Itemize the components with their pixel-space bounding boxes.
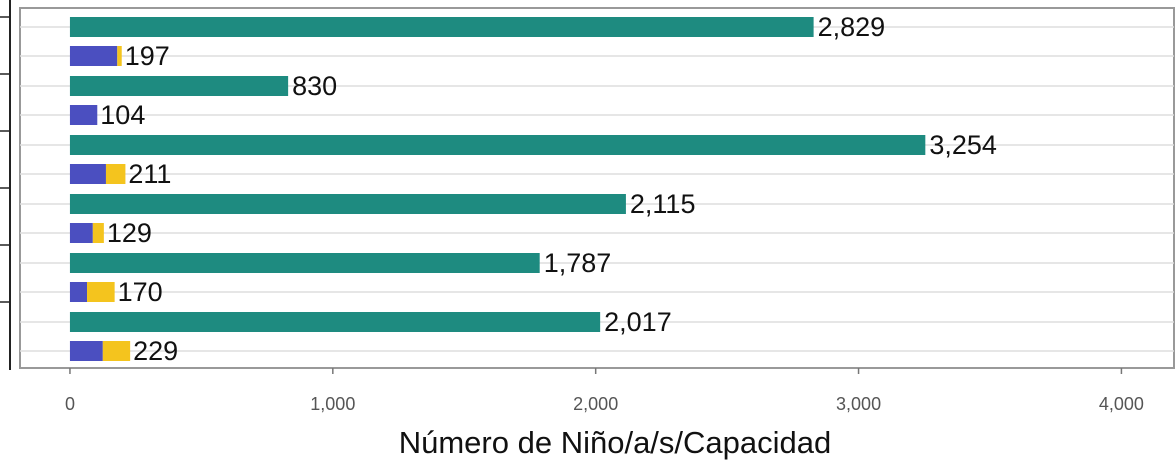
data-label: 2,115 <box>630 189 696 219</box>
stack-segment <box>102 341 131 361</box>
bar <box>69 135 926 155</box>
stack-segment <box>117 46 122 66</box>
stack-segment <box>69 105 98 125</box>
bar <box>69 76 289 96</box>
x-tick-label: 4,000 <box>1099 394 1144 414</box>
x-tick-label: 3,000 <box>836 394 881 414</box>
x-tick-label: 2,000 <box>573 394 618 414</box>
data-label: 1,787 <box>544 248 612 278</box>
x-axis-label: Número de Niño/a/s/Capacidad <box>399 425 832 460</box>
total-label: 104 <box>100 100 145 130</box>
stack-segment <box>105 164 126 184</box>
total-label: 197 <box>125 41 170 71</box>
bar <box>69 194 626 214</box>
stack-segment <box>69 164 106 184</box>
bar <box>69 17 814 37</box>
stack-segment <box>87 282 115 302</box>
bar <box>69 312 601 332</box>
stack-segment <box>69 46 118 66</box>
bar <box>69 253 540 273</box>
x-tick-label: 0 <box>65 394 75 414</box>
total-label: 229 <box>133 336 178 366</box>
stack-segment <box>69 341 103 361</box>
data-label: 830 <box>292 71 337 101</box>
data-label: 3,254 <box>929 130 997 160</box>
total-label: 211 <box>128 159 171 189</box>
stack-segment <box>69 223 93 243</box>
x-tick-label: 1,000 <box>310 394 355 414</box>
total-label: 129 <box>107 218 152 248</box>
data-label: 2,017 <box>604 307 672 337</box>
total-label: 170 <box>118 277 163 307</box>
stack-segment <box>69 282 88 302</box>
stack-segment <box>92 223 104 243</box>
data-label: 2,829 <box>818 12 886 42</box>
plot-panel <box>19 7 1175 369</box>
